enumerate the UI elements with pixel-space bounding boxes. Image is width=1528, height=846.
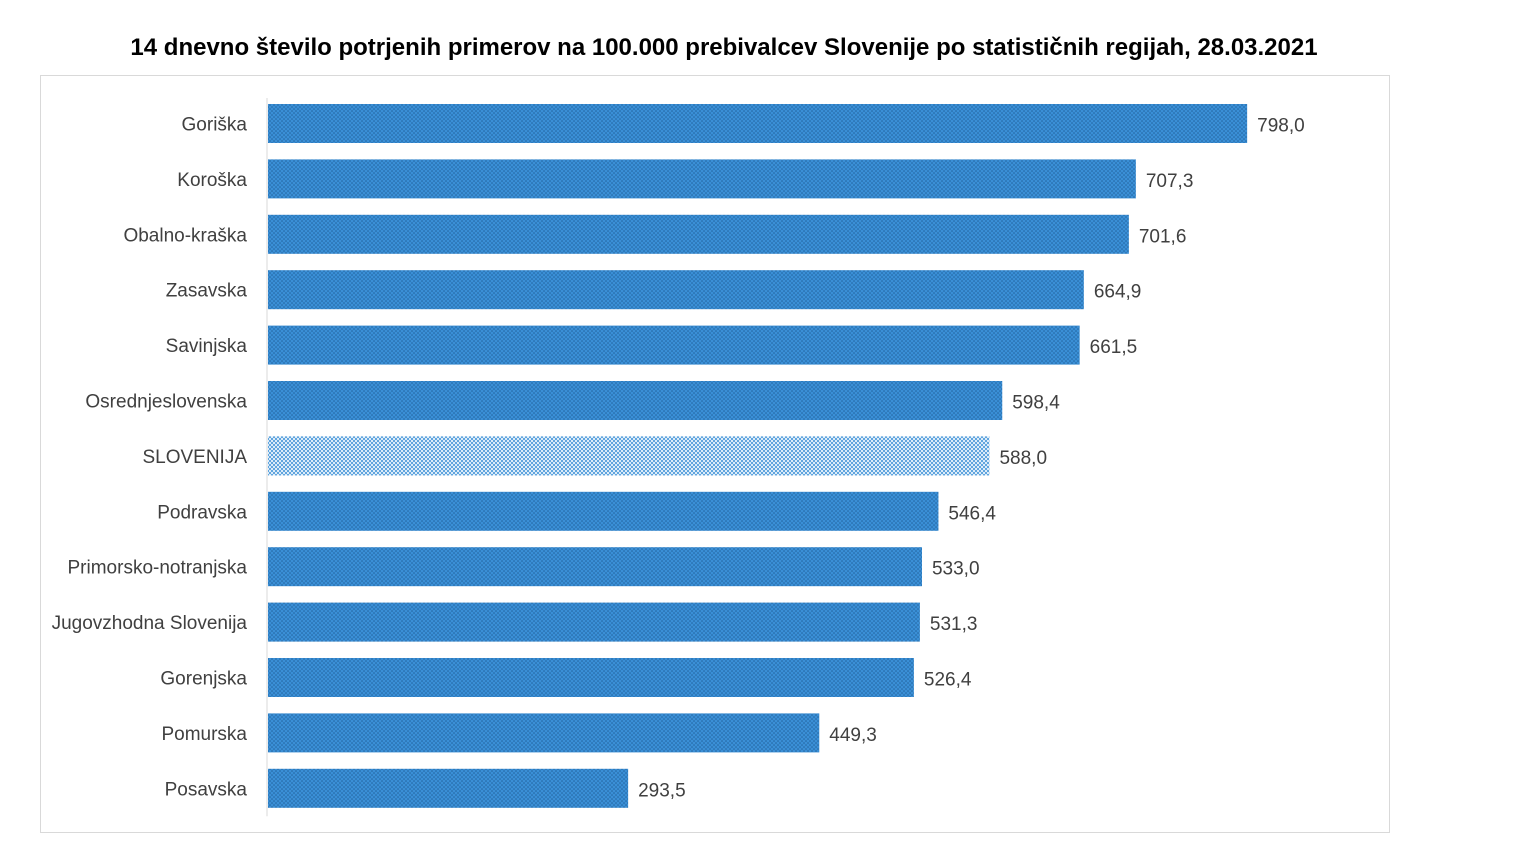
value-label: 707,3	[1146, 171, 1194, 192]
bar-primorsko-notranjska	[268, 547, 922, 587]
category-label: Koroška	[177, 170, 247, 191]
bar-gori-ka	[268, 104, 1248, 143]
bar-podravska	[268, 491, 939, 531]
value-labels: 798,0 707,3 701,6 664,9 661,5 598,4 588,0 546,4…	[638, 116, 1305, 802]
bar-posavska	[268, 768, 629, 808]
bar-obalno-kra-ka	[268, 214, 1129, 254]
category-label: Zasavska	[166, 281, 248, 302]
bar-pomurska	[268, 713, 820, 753]
value-label: 531,3	[930, 614, 978, 635]
bar-gorenjska	[268, 658, 914, 697]
category-label: Goriška	[182, 115, 248, 136]
bar-koro-ka	[268, 159, 1136, 199]
value-label: 449,3	[829, 725, 877, 746]
category-label: Obalno-kraška	[123, 225, 247, 246]
bar-chart: Goriška Koroška Obalno-kraška Zasavska Savin…	[52, 98, 1305, 817]
value-label: 533,0	[932, 559, 980, 580]
category-label: Osrednjeslovenska	[85, 392, 247, 413]
chart-title: 14 dnevno število potrjenih primerov na …	[130, 34, 1318, 61]
category-label: Jugovzhodna Slovenija	[52, 613, 248, 634]
value-label: 661,5	[1090, 337, 1138, 358]
chart-area: Goriška Koroška Obalno-kraška Zasavska Savin…	[40, 75, 1390, 833]
category-label: Savinjska	[166, 336, 248, 357]
value-label: 526,4	[924, 670, 972, 691]
category-label: Gorenjska	[160, 669, 247, 690]
category-labels: Goriška Koroška Obalno-kraška Zasavska Savin…	[52, 115, 248, 801]
bar-slovenija	[268, 436, 990, 476]
bar-zasavska	[268, 270, 1084, 310]
value-label: 664,9	[1094, 282, 1142, 303]
value-label: 798,0	[1257, 116, 1305, 137]
bar-osrednjeslovenska	[268, 381, 1003, 420]
category-label: SLOVENIJA	[142, 447, 247, 468]
category-label: Pomurska	[161, 724, 247, 745]
value-label: 546,4	[948, 503, 996, 524]
category-label: Posavska	[165, 779, 248, 800]
value-label: 598,4	[1012, 393, 1060, 414]
value-label: 293,5	[638, 780, 686, 801]
bars	[268, 104, 1248, 808]
bar-savinjska	[268, 325, 1080, 365]
value-label: 701,6	[1139, 226, 1187, 247]
bar-jugovzhodna-slovenija	[268, 602, 920, 642]
category-label: Podravska	[157, 502, 247, 523]
value-label: 588,0	[999, 448, 1047, 469]
category-label: Primorsko-notranjska	[68, 558, 248, 579]
